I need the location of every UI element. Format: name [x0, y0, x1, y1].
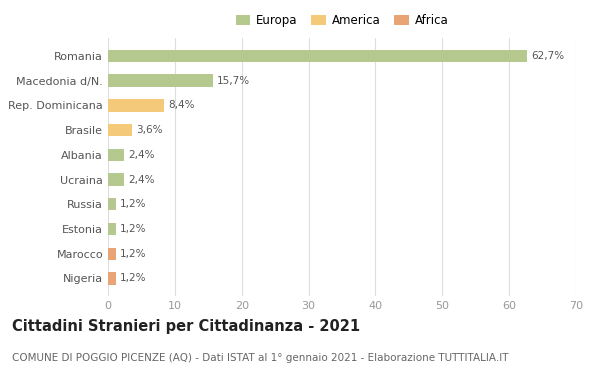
Bar [108, 74, 213, 87]
Text: Cittadini Stranieri per Cittadinanza - 2021: Cittadini Stranieri per Cittadinanza - 2… [12, 319, 360, 334]
Bar [108, 173, 124, 186]
Bar [108, 149, 124, 161]
Bar [108, 223, 116, 235]
Bar [108, 99, 164, 112]
Bar [108, 272, 116, 285]
Text: 15,7%: 15,7% [217, 76, 250, 86]
Legend: Europa, America, Africa: Europa, America, Africa [233, 12, 451, 29]
Text: 1,2%: 1,2% [120, 274, 146, 283]
Text: 1,2%: 1,2% [120, 249, 146, 259]
Bar [108, 50, 527, 62]
Bar [108, 247, 116, 260]
Text: 2,4%: 2,4% [128, 150, 155, 160]
Bar [108, 124, 132, 136]
Text: 1,2%: 1,2% [120, 199, 146, 209]
Text: 62,7%: 62,7% [531, 51, 565, 61]
Text: COMUNE DI POGGIO PICENZE (AQ) - Dati ISTAT al 1° gennaio 2021 - Elaborazione TUT: COMUNE DI POGGIO PICENZE (AQ) - Dati IST… [12, 353, 509, 363]
Text: 3,6%: 3,6% [136, 125, 163, 135]
Text: 1,2%: 1,2% [120, 224, 146, 234]
Bar [108, 198, 116, 211]
Text: 8,4%: 8,4% [168, 100, 194, 110]
Text: 2,4%: 2,4% [128, 174, 155, 185]
